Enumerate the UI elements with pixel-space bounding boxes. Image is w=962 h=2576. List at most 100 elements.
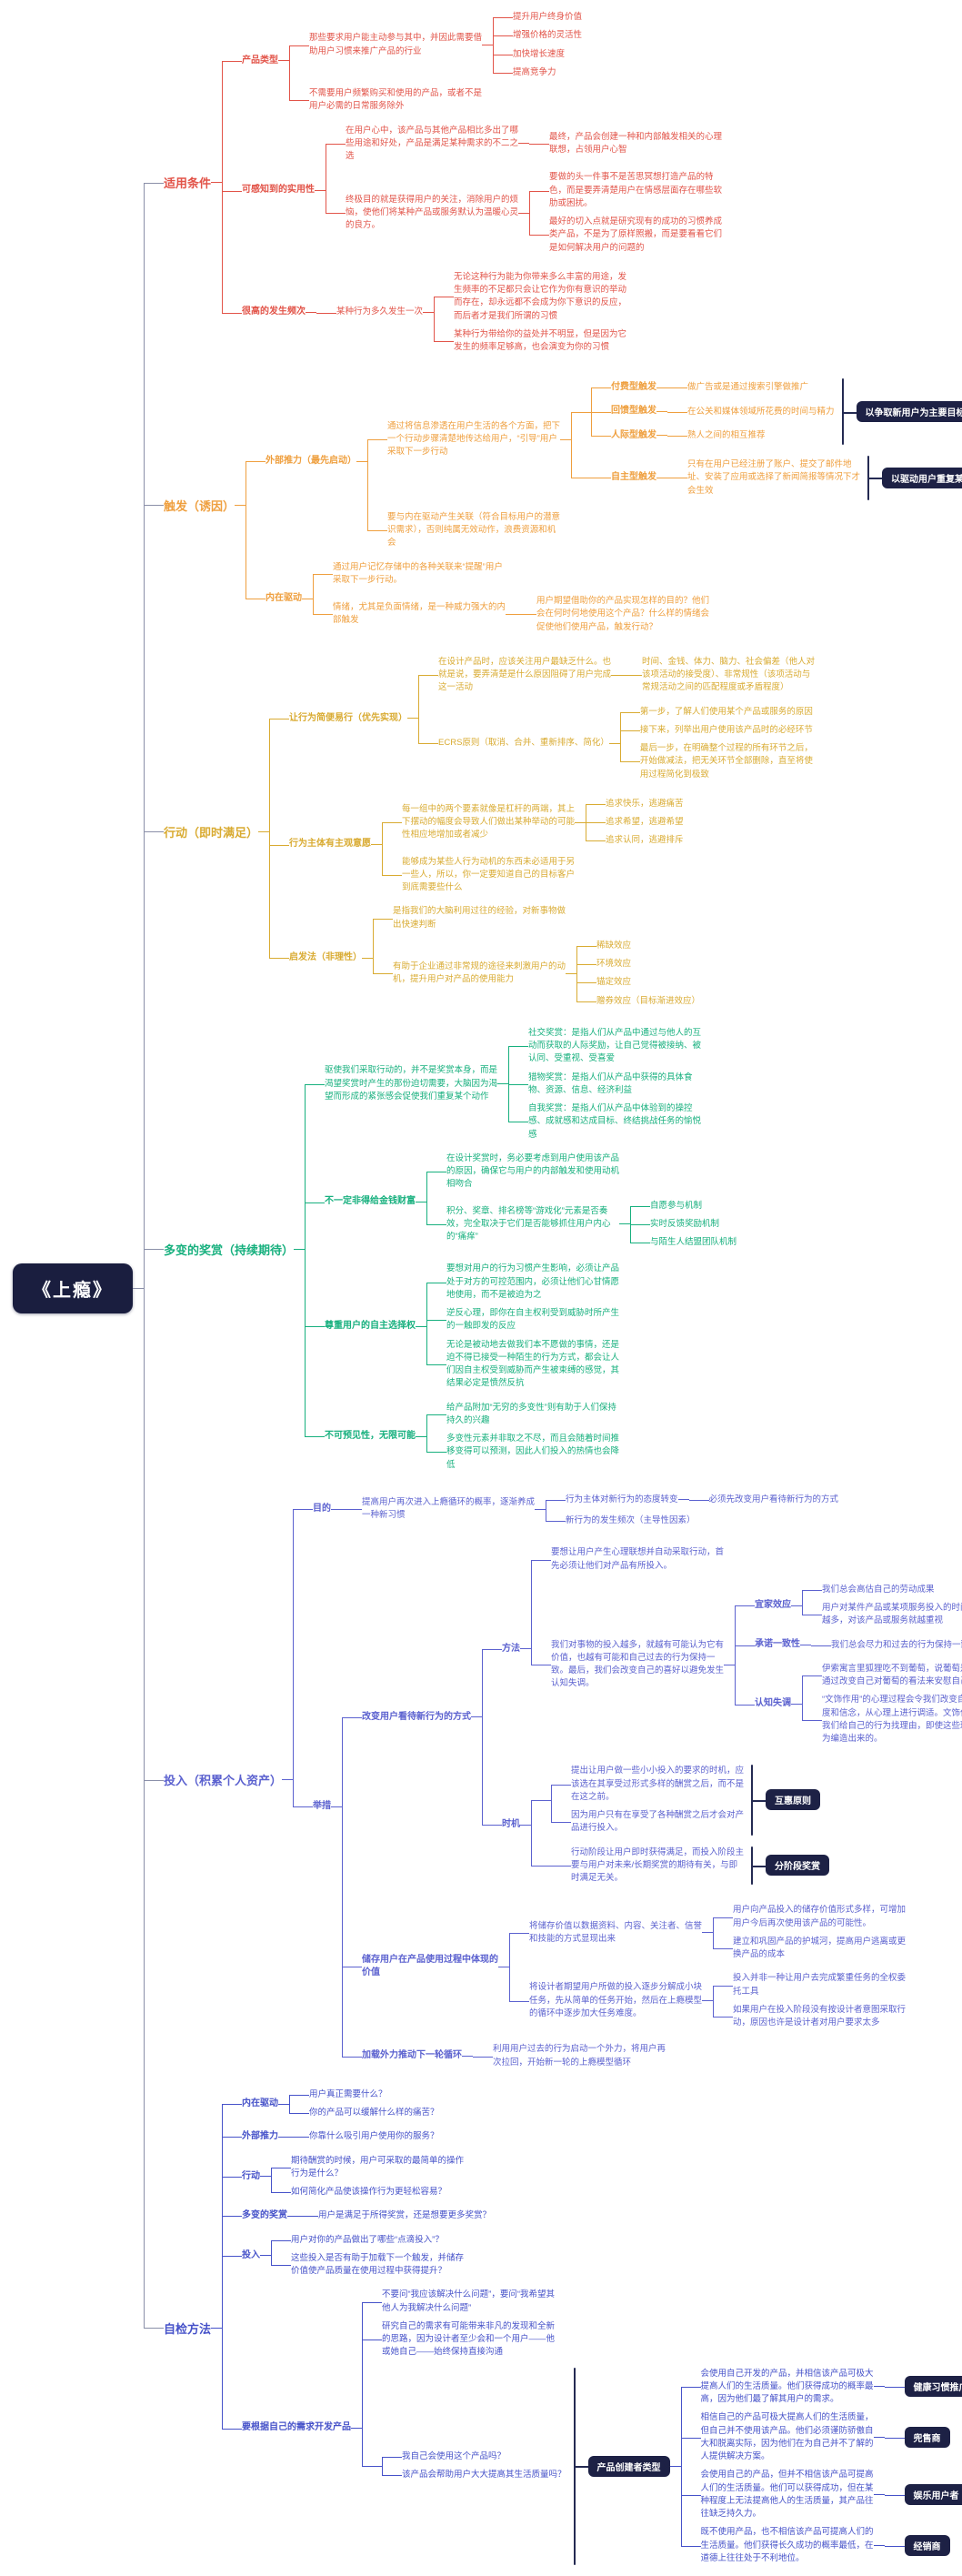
text-node[interactable]: 加快增长速度	[513, 48, 566, 59]
text-node[interactable]: 用户期望借助你的产品实现怎样的目的？他们会在何时何地使用这个产品？什么样的情绪会…	[536, 596, 710, 632]
text-node[interactable]: “文饰作用”的心理过程会令我们改变自己的态度和信念，从心理上进行调适。文饰作用会…	[822, 1695, 962, 1744]
text-node[interactable]: 在设计产品时，应该关注用户最缺乏什么。也就是说，要弄清楚是什么原因阻碍了用户完成…	[438, 656, 612, 693]
text-node[interactable]: 不要问“我应该解决什么问题”，要问“我希望其他人为我解决什么问题”	[382, 2289, 556, 2313]
subtopic-label[interactable]: 外部推力（最先启动）	[266, 456, 357, 467]
text-node[interactable]: 做广告或是通过搜索引擎做推广	[687, 382, 809, 393]
text-node[interactable]: 要做的头一件事不是苦思冥想打造产品的特色，而是要弄清楚用户在情感层面存在哪些软肋…	[549, 172, 723, 208]
text-node[interactable]: 我自己会使用这个产品吗？	[402, 2451, 506, 2461]
tag-box[interactable]: 娱乐用户者	[904, 2484, 962, 2506]
text-node[interactable]: 社交奖赏：是指人们从产品中通过与他人的互动而获取的人际奖励，让自己觉得被接纳、被…	[528, 1027, 702, 1064]
text-node[interactable]: 你靠什么吸引用户使用你的服务？	[309, 2131, 439, 2142]
text-node[interactable]: 投入并非一种让用户去完成繁重任务的全权委托工具	[733, 1973, 907, 1997]
tag-box[interactable]: 产品创建者类型	[587, 2455, 670, 2477]
subtopic-label[interactable]: 产品类型	[242, 55, 279, 65]
subtopic-label[interactable]: 自主型触发	[611, 472, 657, 483]
branch-topic[interactable]: 多变的奖赏（持续期待）	[164, 1243, 295, 1257]
text-node[interactable]: 能够成为某些人行为动机的东西未必适用于另一些人，所以，你一定要知道自己的目标客户…	[402, 856, 576, 893]
text-node[interactable]: ECRS原则（取消、合并、重新排序、简化）	[438, 738, 609, 748]
text-node[interactable]: 只有在用户已经注册了账户、提交了邮件地址、安装了应用或选择了新闻简报等情况下才会…	[687, 459, 861, 496]
text-node[interactable]: 建立和巩固产品的护城河，提高用户逃离或更换产品的成本	[733, 1936, 907, 1959]
subtopic-label[interactable]: 可感知到的实用性	[242, 185, 316, 196]
text-node[interactable]: 如何简化产品使该操作行为更轻松容易？	[291, 2187, 447, 2197]
text-node[interactable]: 新行为的发生频次（主导性因素）	[566, 1515, 696, 1525]
text-node[interactable]: 第一步，了解人们使用某个产品或服务的原因	[639, 706, 813, 717]
subtopic-label[interactable]: 内在驱动	[242, 2098, 279, 2108]
text-node[interactable]: 熟人之间的相互推荐	[687, 429, 766, 440]
tag-box[interactable]: 健康习惯推广者	[904, 2376, 962, 2398]
text-node[interactable]: 在公关和媒体领域所花费的时间与精力	[687, 406, 835, 417]
text-node[interactable]: 自我奖赏：是指人们从产品中体验到的操控感、成就感和达成目标、终结挑战任务的愉悦感	[528, 1103, 702, 1140]
text-node[interactable]: 要想让用户产生心理联想并自动采取行动，首先必须让他们对产品有所投入。	[551, 1547, 725, 1571]
text-node[interactable]: 该产品会帮助用户大大提高其生活质量吗？	[402, 2470, 566, 2480]
text-node[interactable]: 逆反心理，即你在自主权利受到威胁时所产生的一触即发的反应	[446, 1308, 620, 1332]
subtopic-label[interactable]: 时机	[502, 1819, 521, 1829]
text-node[interactable]: 锚定效应	[596, 977, 632, 988]
text-node[interactable]: 实时反馈奖励机制	[650, 1218, 720, 1229]
branch-topic[interactable]: 行动（即时满足）	[164, 825, 259, 840]
subtopic-label[interactable]: 承诺一致性	[755, 1639, 801, 1650]
text-node[interactable]: 多变性元素并非取之不尽，而且会随着时间推移变得可以预测，因此人们投入的热情也会降…	[446, 1434, 620, 1470]
text-node[interactable]: 最好的切入点就是研究现有的成功的习惯养成类产品，不是为了原样照搬，而是要看看它们…	[549, 216, 723, 253]
branch-topic[interactable]: 适用条件	[164, 176, 212, 191]
text-node[interactable]: 研究自己的需求有可能带来非凡的发现和全新的思路，因为设计者至少会和一个用户——他…	[382, 2320, 556, 2358]
tag-box[interactable]: 经销商	[904, 2535, 950, 2557]
subtopic-label[interactable]: 付费型触发	[611, 382, 657, 393]
text-node[interactable]: 我们总会高估自己的劳动成果	[822, 1584, 935, 1595]
text-node[interactable]: 提出让用户做一些小小投入的要求的时机，应该选在其享受过形式多样的酬赏之后，而不是…	[571, 1766, 745, 1802]
text-node[interactable]: 必须先改变用户看待新行为的方式	[708, 1494, 839, 1504]
subtopic-label[interactable]: 行为主体有主观意愿	[289, 839, 372, 850]
text-node[interactable]: 某种行为多久发生一次	[336, 307, 424, 317]
branch-topic[interactable]: 触发（诱因）	[164, 498, 235, 513]
text-node[interactable]: 最终，产品会创建一种和内部触发相关的心理联想，占领用户心智	[549, 131, 723, 155]
text-node[interactable]: 行为主体对新行为的态度转变	[566, 1494, 678, 1504]
text-node[interactable]: 无论是被动地去做我们本不愿做的事情，还是迫不得已接受一种陌生的行为方式，都会让人…	[446, 1339, 620, 1389]
text-node[interactable]: 自愿参与机制	[650, 1200, 703, 1211]
text-node[interactable]: 某种行为带给你的益处并不明显，但是因为它发生的频率足够高，也会演变为你的习惯	[454, 328, 627, 352]
text-node[interactable]: 接下来，列举出用户使用该产品时的必经环节	[639, 724, 813, 735]
subtopic-label[interactable]: 举措	[313, 1800, 332, 1811]
subtopic-label[interactable]: 启发法（非理性）	[289, 951, 363, 962]
text-node[interactable]: 时间、金钱、体力、脑力、社会偏差（他人对该项活动的接受度）、非常规性（该项活动与…	[642, 656, 816, 693]
text-node[interactable]: 赠券效应（目标渐进效应）	[596, 995, 701, 1006]
text-node[interactable]: 有助于企业通过非常规的途径来刺激用户的动机，提升用户对产品的使用能力	[393, 961, 566, 985]
text-node[interactable]: 追求希望，逃避希望	[606, 817, 684, 827]
subtopic-label[interactable]: 宜家效应	[755, 1599, 792, 1610]
text-node[interactable]: 猎物奖赏：是指人们从产品中获得的具体食物、资源、信息、经济利益	[528, 1072, 693, 1095]
text-node[interactable]: 提升用户终身价值	[513, 12, 583, 22]
text-node[interactable]: 驱使我们采取行动的，并不是奖赏本身，而是渴望奖赏时产生的那份迫切需要，大脑因为渴…	[325, 1065, 498, 1102]
subtopic-label[interactable]: 目的	[313, 1503, 332, 1514]
subtopic-label[interactable]: 人际型触发	[611, 429, 657, 440]
text-node[interactable]: 通过将信息渗透在用户生活的各个方面，把下一个行动步骤清楚地传达给用户，“引导”用…	[387, 420, 561, 458]
subtopic-label[interactable]: 外部推力	[242, 2131, 279, 2142]
text-node[interactable]: 无论这种行为能为你带来多么丰富的用途，发生频率的不足都只会让它作为你有意识的举动…	[454, 271, 627, 321]
text-node[interactable]: 用户是满足于所得奖赏，还是想要更多奖赏？	[318, 2210, 492, 2221]
subtopic-label[interactable]: 行动	[242, 2170, 261, 2181]
subtopic-label[interactable]: 方法	[502, 1643, 521, 1654]
text-node[interactable]: 用户真正需要什么？	[309, 2088, 387, 2099]
text-node[interactable]: 追求快乐，逃避痛苦	[606, 798, 684, 809]
text-node[interactable]: 在用户心中，该产品与其他产品相比多出了哪些用途和好处，产品是满足某种需求的不二之…	[346, 125, 519, 162]
central-topic[interactable]: 《上瘾》	[13, 1263, 133, 1313]
text-node[interactable]: 因为用户只有在享受了各种酬赏之后才会对产品进行投入。	[571, 1810, 745, 1834]
text-node[interactable]: 是指我们的大脑利用过往的经验，对新事物做出快速判断	[393, 906, 566, 930]
tag-box[interactable]: 兜售商	[904, 2427, 950, 2449]
subtopic-label[interactable]: 加载外力推动下一轮循环	[362, 2050, 463, 2061]
subtopic-label[interactable]: 很高的发生频次	[242, 307, 306, 317]
subtopic-label[interactable]: 尊重用户的自主选择权	[325, 1321, 416, 1332]
text-node[interactable]: 在设计奖赏时，务必要考虑到用户使用该产品的原因，确保它与用户的内部触发和使用动机…	[446, 1152, 620, 1190]
text-node[interactable]: 环境效应	[596, 959, 632, 969]
text-node[interactable]: 最后一步，在明确整个过程的所有环节之后，开始做减法，把无关环节全部删除，直至将使…	[639, 743, 813, 780]
text-node[interactable]: 用户向产品投入的储存价值形式多样，可增加用户今后再次使用该产品的可能性。	[733, 1905, 907, 1928]
text-node[interactable]: 情绪，尤其是负面情绪，是一种威力强大的内部触发	[333, 602, 506, 626]
text-node[interactable]: 给产品附加“无穷的多变性”则有助于人们保持持久的兴趣	[446, 1402, 616, 1425]
text-node[interactable]: 用户对你的产品做出了哪些“点滴投入”？	[291, 2234, 444, 2245]
text-node[interactable]: 积分、奖章、排名榜等“游戏化”元素是否奏效，完全取决于它们是否能够抓住用户内心的…	[446, 1205, 611, 1243]
text-node[interactable]: 不需要用户频繁购买和使用的产品，或者不是用户必需的日常服务除外	[309, 88, 483, 112]
text-node[interactable]: 稀缺效应	[596, 940, 632, 951]
text-node[interactable]: 要想对用户的行为习惯产生影响，必须让产品处于对方的可控范围内，必须让他们心甘情愿…	[446, 1263, 620, 1300]
subtopic-label[interactable]: 改变用户看待新行为的方式	[362, 1711, 472, 1722]
subtopic-label[interactable]: 不可预见性，无限可能	[325, 1430, 416, 1441]
subtopic-label[interactable]: 要根据自己的需求开发产品	[242, 2422, 352, 2433]
text-node[interactable]: 通过用户记忆存储中的各种关联来“提醒”用户采取下一步行动。	[333, 561, 503, 585]
text-node[interactable]: 相信自己的产品可极大提高人们的生活质量，但自己并不使用该产品。他们必须谨防骄傲自…	[700, 2412, 874, 2461]
